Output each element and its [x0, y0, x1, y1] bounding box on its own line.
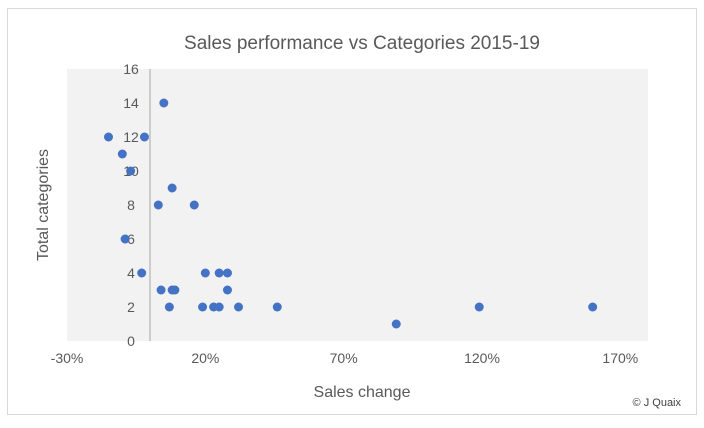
scatter-chart: Sales performance vs Categories 2015-19 … — [35, 33, 682, 409]
data-point — [153, 200, 163, 210]
data-point — [159, 98, 169, 108]
data-point — [222, 268, 232, 278]
data-point — [139, 132, 149, 142]
data-point — [272, 302, 282, 312]
chart-title: Sales performance vs Categories 2015-19 — [184, 33, 540, 54]
data-point — [170, 285, 180, 295]
data-point — [200, 268, 210, 278]
y-tick-label: 16 — [123, 61, 139, 77]
x-tick-label: 20% — [191, 350, 219, 366]
y-axis-ticks: 0246810121416 — [123, 61, 139, 349]
plot-area — [67, 69, 648, 341]
y-tick-label: 2 — [127, 299, 135, 315]
credit-text: © J Quaix — [633, 397, 682, 409]
y-tick-label: 8 — [127, 197, 135, 213]
y-axis-title: Total categories — [35, 149, 52, 261]
data-point — [198, 302, 208, 312]
y-tick-label: 14 — [123, 95, 139, 111]
y-tick-label: 0 — [127, 333, 135, 349]
data-point — [214, 302, 224, 312]
data-point — [137, 268, 147, 278]
data-point — [167, 183, 177, 193]
x-tick-label: 120% — [464, 350, 500, 366]
x-tick-label: 170% — [602, 350, 638, 366]
y-tick-label: 6 — [127, 231, 135, 247]
data-points — [104, 98, 598, 329]
data-point — [391, 319, 401, 329]
data-point — [164, 302, 174, 312]
data-point — [120, 234, 130, 244]
data-point — [234, 302, 244, 312]
data-point — [222, 285, 232, 295]
y-tick-label: 4 — [127, 265, 135, 281]
chart-frame: Sales performance vs Categories 2015-19 … — [7, 8, 697, 415]
x-axis-title: Sales change — [314, 384, 411, 401]
x-tick-label: 70% — [330, 350, 358, 366]
data-point — [474, 302, 484, 312]
data-point — [156, 285, 166, 295]
data-point — [189, 200, 199, 210]
data-point — [126, 166, 136, 176]
data-point — [214, 268, 224, 278]
data-point — [588, 302, 598, 312]
data-point — [117, 149, 127, 159]
data-point — [104, 132, 113, 142]
x-axis-ticks: -30% 20% 70% 120% 170% — [51, 350, 639, 366]
x-tick-label: -30% — [51, 350, 84, 366]
y-tick-label: 12 — [123, 129, 139, 145]
